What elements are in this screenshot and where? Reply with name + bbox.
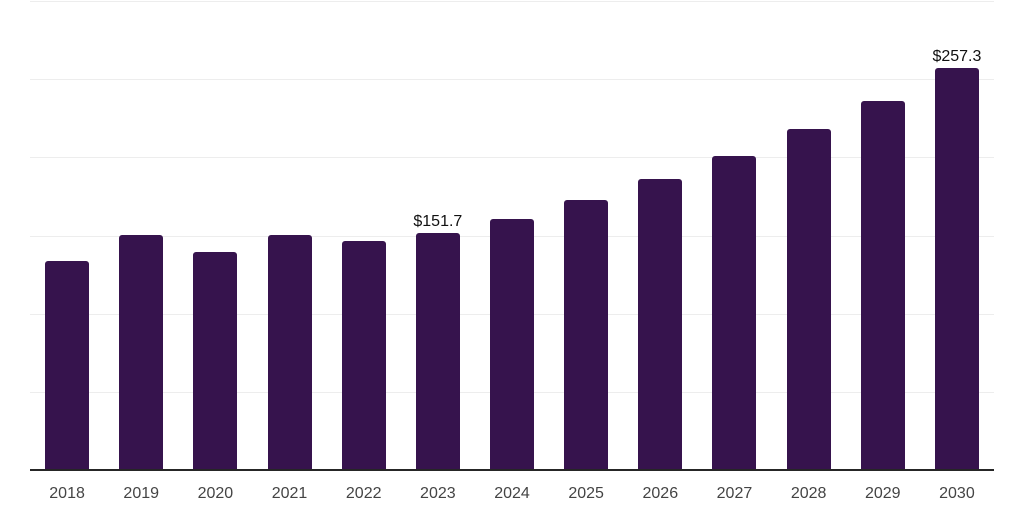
x-tick-label-2025: 2025 bbox=[568, 485, 604, 502]
x-tick-label-2020: 2020 bbox=[197, 485, 234, 502]
x-tick-label-2026: 2026 bbox=[642, 485, 679, 502]
gridline bbox=[30, 157, 994, 159]
x-tick-label-2022: 2022 bbox=[345, 485, 382, 502]
x-axis-labels: 2018 2019 2020 2021 2022 2023 2024 2025 2026 2027… bbox=[30, 484, 994, 504]
bar-2025 bbox=[564, 199, 609, 470]
bar-2030 bbox=[934, 67, 979, 470]
gridline bbox=[30, 79, 994, 81]
bar-2018 bbox=[45, 261, 90, 470]
bar-2026 bbox=[638, 179, 683, 470]
gridline bbox=[30, 1, 994, 2]
bar-2027 bbox=[712, 156, 757, 470]
x-tick-label-2029: 2029 bbox=[864, 485, 901, 502]
bar-2021 bbox=[267, 235, 312, 470]
data-label-2030: $257.3 bbox=[932, 47, 982, 65]
x-tick-label-2028: 2028 bbox=[790, 485, 827, 502]
x-tick-label-2027: 2027 bbox=[716, 485, 753, 502]
bar-2029 bbox=[860, 100, 905, 470]
data-label-2023: $151.7 bbox=[413, 212, 463, 230]
bar-2024 bbox=[490, 218, 534, 470]
bar-2020 bbox=[193, 251, 238, 470]
x-tick-label-2019: 2019 bbox=[123, 485, 160, 502]
x-tick-label-2024: 2024 bbox=[494, 485, 530, 502]
x-tick-label-2023: 2023 bbox=[420, 485, 456, 502]
x-tick-label-2018: 2018 bbox=[49, 485, 85, 502]
bar-2028 bbox=[786, 129, 831, 470]
x-tick-label-2021: 2021 bbox=[271, 485, 308, 502]
plot-area: $151.7 $257.3 bbox=[30, 1, 994, 470]
x-tick-label-2030: 2030 bbox=[939, 485, 975, 502]
x-axis-line bbox=[30, 469, 994, 471]
bar-2022 bbox=[341, 240, 386, 470]
bar-2019 bbox=[119, 235, 164, 470]
bar-2023 bbox=[415, 232, 460, 470]
